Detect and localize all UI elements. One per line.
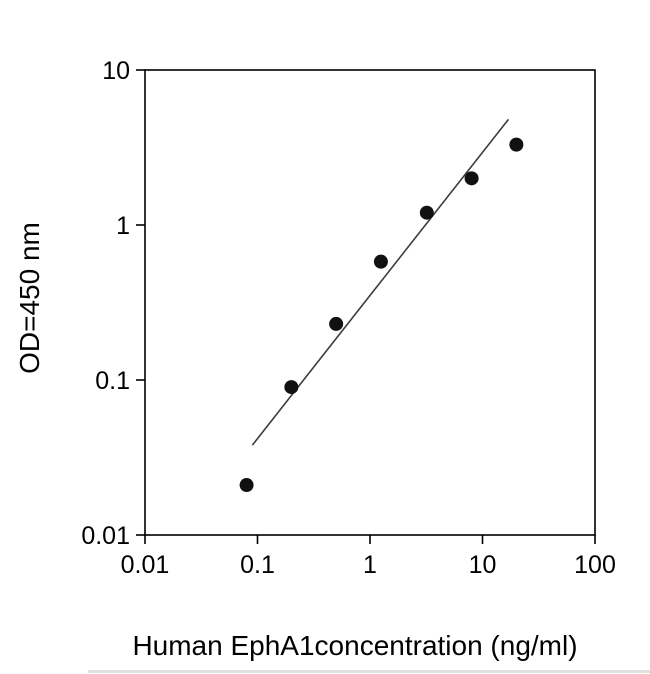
x-tick-label: 10 <box>469 551 497 579</box>
y-tick-label: 0.1 <box>95 367 130 395</box>
data-point <box>419 205 434 220</box>
x-tick-label: 1 <box>363 551 377 579</box>
trend-line <box>251 118 510 446</box>
y-tick-label: 10 <box>102 57 130 85</box>
data-point <box>464 171 479 186</box>
y-tick-label: 0.01 <box>81 522 130 550</box>
y-axis-title: OD=450 nm <box>14 222 45 374</box>
data-point <box>373 254 388 269</box>
y-tick-label: 1 <box>116 212 130 240</box>
plot-frame <box>144 69 596 536</box>
data-point <box>329 316 344 331</box>
data-point <box>509 137 524 152</box>
data-point <box>284 380 299 395</box>
x-axis-title: Human EphA1concentration (ng/ml) <box>132 630 578 661</box>
image-edge-artifact <box>88 670 650 673</box>
x-tick-label: 0.01 <box>121 551 170 579</box>
data-point <box>239 478 254 493</box>
x-tick-label: 0.1 <box>240 551 275 579</box>
x-tick-label: 100 <box>574 551 616 579</box>
